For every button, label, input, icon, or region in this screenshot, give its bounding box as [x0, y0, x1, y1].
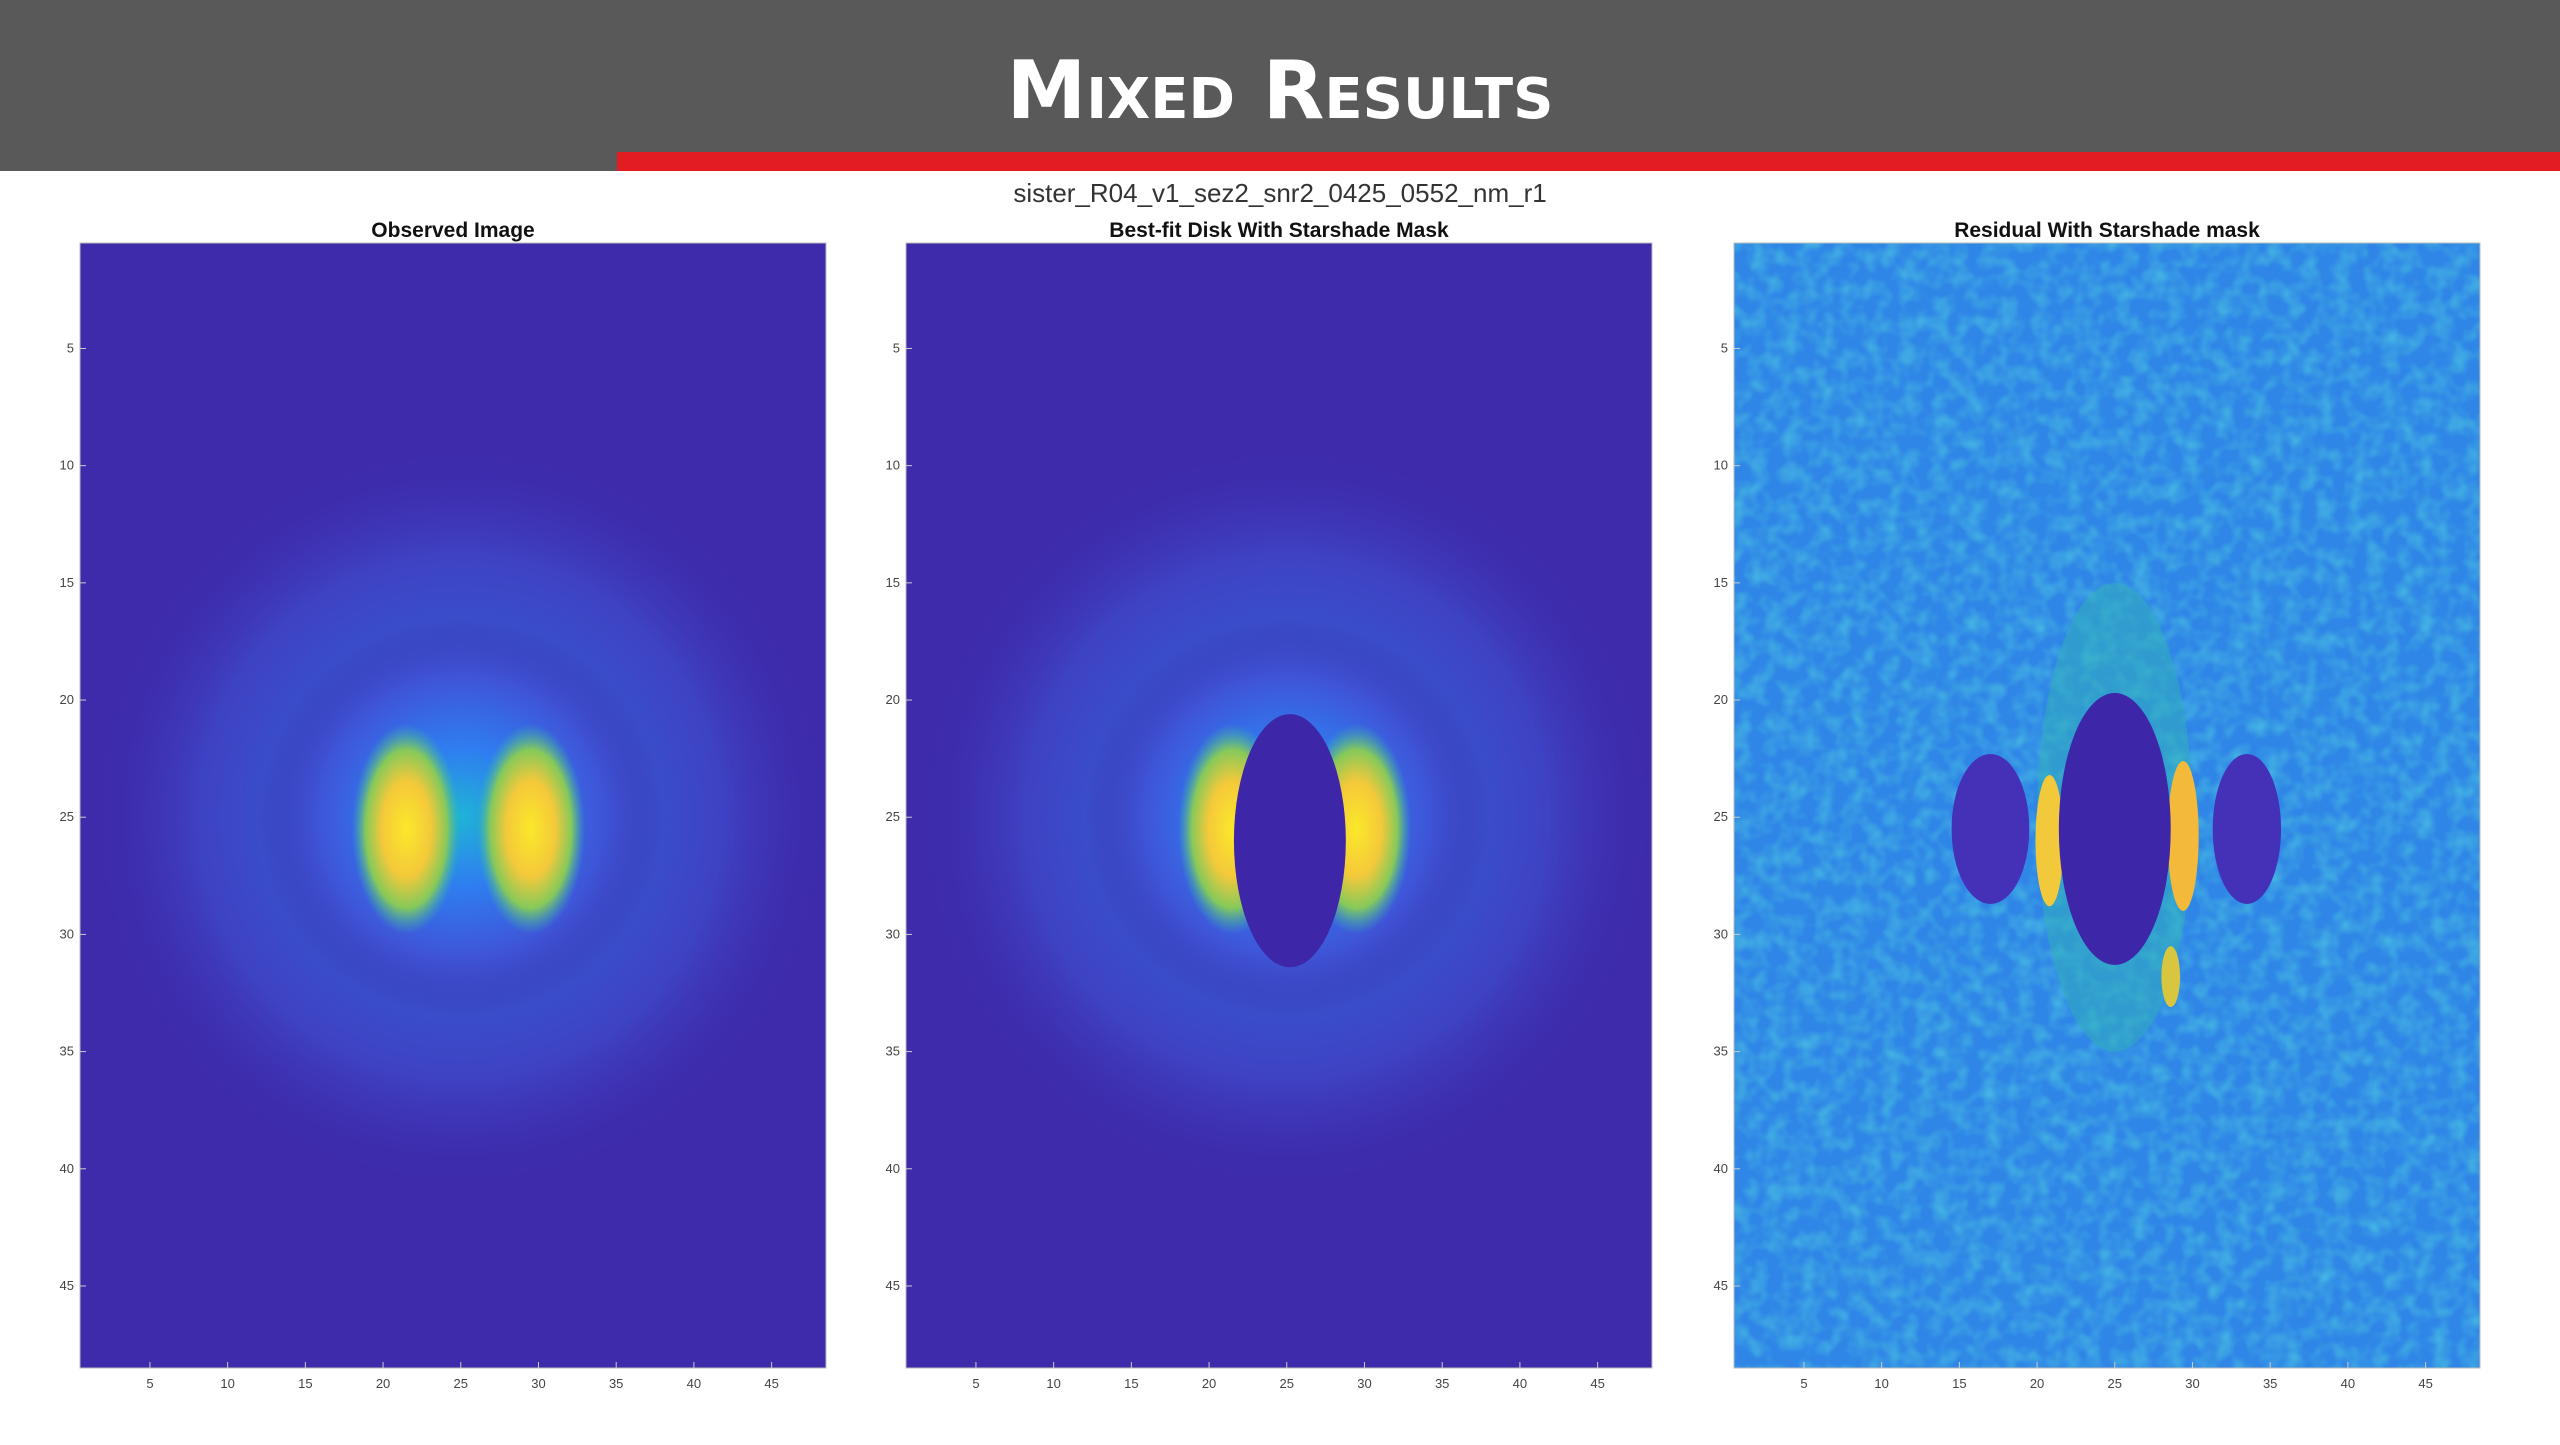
x-tick-label: 15	[298, 1376, 312, 1391]
positive-residual	[2167, 760, 2199, 911]
x-tick-label: 5	[972, 1376, 979, 1391]
x-tick-label: 10	[1874, 1376, 1888, 1391]
panel-title: Best-fit Disk With Starshade Mask	[1109, 219, 1449, 242]
y-tick-label: 40	[886, 1161, 900, 1176]
x-tick-label: 25	[454, 1376, 468, 1391]
y-tick-label: 20	[60, 692, 74, 707]
y-tick-label: 5	[893, 340, 900, 355]
y-tick-label: 15	[1714, 575, 1728, 590]
subtitle: sister_R04_v1_sez2_snr2_0425_0552_nm_r1	[1013, 178, 1546, 208]
x-tick-label: 5	[146, 1376, 153, 1391]
y-tick-label: 45	[1714, 1278, 1728, 1293]
x-tick-label: 40	[1513, 1376, 1527, 1391]
heatmap	[906, 243, 1652, 1368]
y-tick-label: 10	[1714, 458, 1728, 473]
positive-residual	[2161, 946, 2181, 1008]
y-tick-label: 5	[1721, 340, 1728, 355]
axes-frame	[1733, 242, 2481, 1369]
panel: Residual With Starshade mask 5 10 15 20 25 30 3…	[1714, 219, 2481, 1391]
x-tick-label: 20	[2030, 1376, 2044, 1391]
y-tick-label: 35	[1714, 1044, 1728, 1059]
negative-residual	[2212, 753, 2282, 904]
y-tick-label: 35	[60, 1044, 74, 1059]
negative-residual	[1951, 753, 2030, 904]
x-tick-label: 10	[1046, 1376, 1060, 1391]
slide-title: Mixed Results	[1007, 44, 1554, 137]
y-tick-label: 45	[60, 1278, 74, 1293]
y-tick-label: 25	[886, 809, 900, 824]
y-tick-label: 25	[60, 809, 74, 824]
x-tick-label: 5	[1800, 1376, 1807, 1391]
axes-frame	[79, 242, 827, 1369]
x-tick-label: 30	[2185, 1376, 2199, 1391]
panel-title: Residual With Starshade mask	[1954, 219, 2260, 242]
y-tick-label: 20	[1714, 692, 1728, 707]
starshade-mask	[1233, 714, 1346, 968]
y-tick-label: 35	[886, 1044, 900, 1059]
y-tick-label: 10	[886, 458, 900, 473]
x-tick-label: 40	[687, 1376, 701, 1391]
x-tick-label: 15	[1952, 1376, 1966, 1391]
y-tick-label: 25	[1714, 809, 1728, 824]
y-tick-label: 10	[60, 458, 74, 473]
heatmap	[80, 243, 826, 1368]
y-tick-label: 30	[886, 926, 900, 941]
x-tick-label: 35	[2263, 1376, 2277, 1391]
y-tick-label: 30	[60, 926, 74, 941]
y-tick-label: 40	[1714, 1161, 1728, 1176]
x-tick-label: 30	[1357, 1376, 1371, 1391]
x-tick-label: 30	[531, 1376, 545, 1391]
x-tick-label: 10	[220, 1376, 234, 1391]
y-tick-label: 15	[60, 575, 74, 590]
bright-lobe	[476, 723, 586, 935]
y-tick-label: 45	[886, 1278, 900, 1293]
y-tick-label: 15	[886, 575, 900, 590]
x-tick-label: 25	[1280, 1376, 1294, 1391]
y-tick-label: 20	[886, 692, 900, 707]
x-tick-label: 45	[1590, 1376, 1604, 1391]
positive-residual	[2035, 775, 2064, 907]
x-tick-label: 25	[2108, 1376, 2122, 1391]
header-accent	[617, 152, 2560, 171]
panel: Best-fit Disk With Starshade Mask 5 10 15 20…	[886, 219, 1653, 1391]
halo-core	[258, 618, 663, 1017]
header-bar	[0, 0, 2560, 171]
x-tick-label: 45	[764, 1376, 778, 1391]
x-tick-label: 20	[1202, 1376, 1216, 1391]
x-tick-label: 35	[609, 1376, 623, 1391]
x-tick-label: 45	[2418, 1376, 2432, 1391]
x-tick-label: 40	[2341, 1376, 2355, 1391]
bright-lobe	[351, 723, 461, 935]
x-tick-label: 35	[1435, 1376, 1449, 1391]
heatmap	[1734, 243, 2480, 1368]
axes-frame	[905, 242, 1653, 1369]
panel: Observed Image 5 10 15 20 25 30 35 40 45 5 10 15 20 25…	[60, 219, 827, 1391]
y-tick-label: 5	[67, 340, 74, 355]
x-tick-label: 20	[376, 1376, 390, 1391]
y-tick-label: 30	[1714, 926, 1728, 941]
x-tick-label: 15	[1124, 1376, 1138, 1391]
panel-title: Observed Image	[371, 219, 534, 242]
y-tick-label: 40	[60, 1161, 74, 1176]
starshade-mask	[2058, 693, 2171, 965]
panels: Observed Image 5 10 15 20 25 30 35 40 45 5 10 15 20 25…	[60, 219, 2481, 1391]
